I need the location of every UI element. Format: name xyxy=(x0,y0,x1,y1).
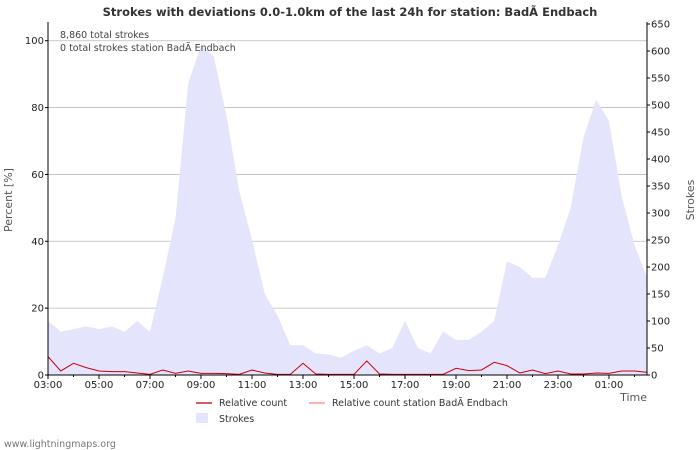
legend-relative-count-station-label: Relative count station BadÃ Endbach xyxy=(332,398,508,409)
legend: Relative count Relative count station Ba… xyxy=(196,398,508,425)
footer-credit: www.lightningmaps.org xyxy=(4,439,116,450)
y-right-tick-label: 150 xyxy=(651,290,670,301)
y-right-tick-label: 600 xyxy=(651,47,670,58)
y-left-tick-label: 40 xyxy=(31,237,44,248)
chart-title: Strokes with deviations 0.0-1.0km of the… xyxy=(103,4,598,19)
y-right-tick-label: 450 xyxy=(651,128,670,139)
total-strokes-note: 8,860 total strokes xyxy=(60,30,149,41)
y-left-tick-label: 0 xyxy=(38,371,44,382)
x-tick-label: 09:00 xyxy=(187,380,216,391)
x-tick-label: 03:00 xyxy=(34,380,63,391)
x-tick-label: 01:00 xyxy=(595,380,624,391)
y-axis-right-label: Strokes xyxy=(684,179,697,220)
y-right-tick-label: 250 xyxy=(651,236,670,247)
x-axis-label: Time xyxy=(619,391,647,404)
y-left-tick-label: 80 xyxy=(31,103,44,114)
y-right-tick-label: 500 xyxy=(651,101,670,112)
y-right-tick-label: 200 xyxy=(651,263,670,274)
x-tick-label: 21:00 xyxy=(493,380,522,391)
y-left-tick-label: 100 xyxy=(25,36,44,47)
y-right-tick-label: 550 xyxy=(651,74,670,85)
y-right-tick-label: 50 xyxy=(651,344,664,355)
y-right-tick-label: 300 xyxy=(651,209,670,220)
station-strokes-note: 0 total strokes station BadÃ Endbach xyxy=(60,43,236,54)
legend-relative-count-label: Relative count xyxy=(219,398,287,409)
x-tick-label: 15:00 xyxy=(340,380,369,391)
x-tick-label: 07:00 xyxy=(136,380,165,391)
x-tick-label: 19:00 xyxy=(442,380,471,391)
y-right-tick-label: 400 xyxy=(651,155,670,166)
x-tick-label: 17:00 xyxy=(391,380,420,391)
strokes-area xyxy=(48,45,648,375)
legend-strokes-swatch xyxy=(196,413,208,423)
y-left-tick-label: 60 xyxy=(31,170,44,181)
axes xyxy=(45,22,650,379)
x-tick-label: 11:00 xyxy=(238,380,267,391)
y-right-tick-label: 350 xyxy=(651,182,670,193)
y-right-tick-label: 650 xyxy=(651,20,670,31)
x-tick-label: 05:00 xyxy=(85,380,114,391)
x-tick-label: 13:00 xyxy=(289,380,318,391)
y-right-tick-label: 100 xyxy=(651,317,670,328)
strokes-area-layer xyxy=(48,45,648,375)
legend-strokes-label: Strokes xyxy=(219,414,254,425)
relative-count-line xyxy=(47,356,648,375)
x-tick-label: 23:00 xyxy=(544,380,573,391)
tick-labels: 0 20 40 60 80 100 0 50 100 150 200 250 300 350 400 450 5… xyxy=(25,20,670,392)
y-axis-left-label: Percent [%] xyxy=(2,168,15,232)
y-left-tick-label: 20 xyxy=(31,304,44,315)
y-right-tick-label: 0 xyxy=(651,371,657,382)
